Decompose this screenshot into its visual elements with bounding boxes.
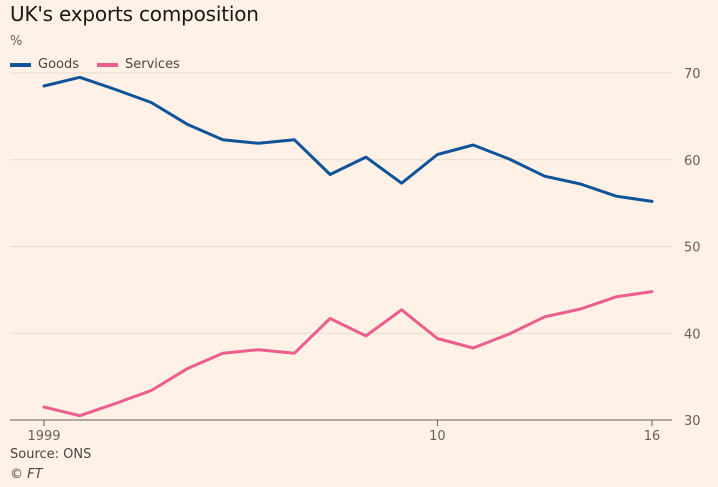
- legend-item-services: Services: [97, 57, 180, 72]
- x-tick-label-1999: 1999: [27, 429, 60, 444]
- data-point-goods-1999: [43, 85, 46, 88]
- data-point-goods-2002: [150, 101, 153, 104]
- data-point-services-1999: [43, 405, 46, 408]
- data-point-goods-2010: [436, 153, 439, 156]
- y-tick-label-70: 70: [684, 67, 701, 82]
- data-point-goods-2011: [472, 144, 475, 147]
- data-point-services-2002: [150, 389, 153, 392]
- data-point-services-2006: [293, 352, 296, 355]
- y-tick-label-50: 50: [684, 241, 701, 256]
- chart-title: UK's exports composition: [10, 2, 259, 26]
- y-tick-label-40: 40: [684, 327, 701, 342]
- x-tick-label-10: 10: [429, 429, 446, 444]
- data-point-goods-2001: [114, 88, 117, 91]
- legend-label-goods: Goods: [38, 57, 80, 72]
- data-point-services-2003: [186, 367, 189, 370]
- x-tick-label-16: 16: [644, 429, 661, 444]
- legend-item-goods: Goods: [10, 57, 79, 72]
- data-point-goods-2005: [257, 142, 260, 145]
- legend-label-services: Services: [125, 57, 180, 72]
- source-note: Source: ONS: [10, 447, 92, 462]
- data-point-services-2007: [329, 317, 332, 320]
- data-point-services-2014: [579, 307, 582, 310]
- data-point-goods-2008: [364, 156, 367, 159]
- data-point-goods-2015: [615, 195, 618, 198]
- data-point-services-2015: [615, 295, 618, 298]
- y-unit-label: %: [10, 34, 23, 49]
- data-point-goods-2009: [400, 182, 403, 185]
- data-point-services-2000: [78, 414, 81, 417]
- legend-swatch-goods: [10, 62, 31, 67]
- data-point-services-2009: [400, 308, 403, 311]
- y-tick-label-60: 60: [684, 154, 701, 169]
- data-point-goods-2006: [293, 138, 296, 141]
- data-point-services-2010: [436, 337, 439, 340]
- data-point-services-2012: [507, 333, 510, 336]
- data-point-services-2004: [221, 352, 224, 355]
- data-point-goods-2012: [507, 157, 510, 160]
- data-point-services-2005: [257, 348, 260, 351]
- data-point-goods-2016: [651, 200, 654, 203]
- data-point-services-2013: [543, 315, 546, 318]
- data-point-goods-2007: [329, 173, 332, 176]
- data-point-goods-2013: [543, 175, 546, 178]
- data-point-services-2011: [472, 346, 475, 349]
- data-point-goods-2004: [221, 138, 224, 141]
- legend-swatch-services: [97, 62, 119, 67]
- data-point-goods-2014: [579, 183, 582, 186]
- data-point-goods-2003: [186, 123, 189, 126]
- data-point-services-2016: [651, 290, 654, 293]
- series-line-services: [42, 290, 654, 418]
- y-tick-label-30: 30: [684, 414, 701, 429]
- credit-note: © FT: [10, 467, 43, 482]
- legend: Goods Services: [10, 57, 180, 72]
- data-point-goods-2000: [78, 76, 81, 79]
- data-point-services-2008: [364, 334, 367, 337]
- series-line-goods: [42, 75, 654, 203]
- data-point-services-2001: [114, 402, 117, 405]
